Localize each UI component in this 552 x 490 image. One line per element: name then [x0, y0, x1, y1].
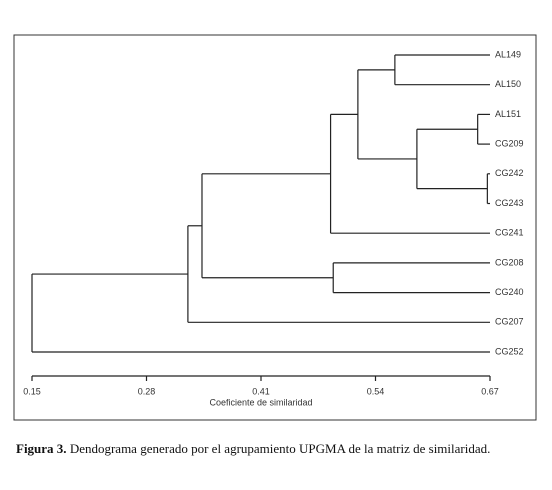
caption-label: Figura 3.	[16, 441, 67, 456]
leaf-label: CG208	[495, 257, 524, 267]
leaf-label: CG241	[495, 228, 524, 238]
leaf-label: CG243	[495, 198, 524, 208]
leaf-label: AL149	[495, 49, 521, 59]
leaf-label: CG207	[495, 317, 524, 327]
frame	[13, 34, 537, 421]
caption-text: Dendograma generado por el agrupamiento …	[69, 441, 491, 456]
leaf-label: CG209	[495, 138, 524, 148]
leaf-label: AL151	[495, 109, 521, 119]
x-axis-label: Coeficiente de similaridad	[209, 397, 312, 407]
leaf-label: CG242	[495, 168, 524, 178]
x-tick-label: 0.28	[138, 386, 156, 396]
leaf-label: AL150	[495, 79, 521, 89]
x-tick-label: 0.54	[367, 386, 385, 396]
caption: Figura 3. Dendograma generado por el agr…	[16, 440, 536, 457]
leaf-label: CG252	[495, 346, 524, 356]
x-tick-label: 0.41	[252, 386, 270, 396]
leaf-label: CG240	[495, 287, 524, 297]
x-tick-label: 0.67	[481, 386, 499, 396]
x-tick-label: 0.15	[23, 386, 41, 396]
figure: Coeficiente de similaridad 0.15 0.28 0.41 0…	[13, 34, 537, 421]
